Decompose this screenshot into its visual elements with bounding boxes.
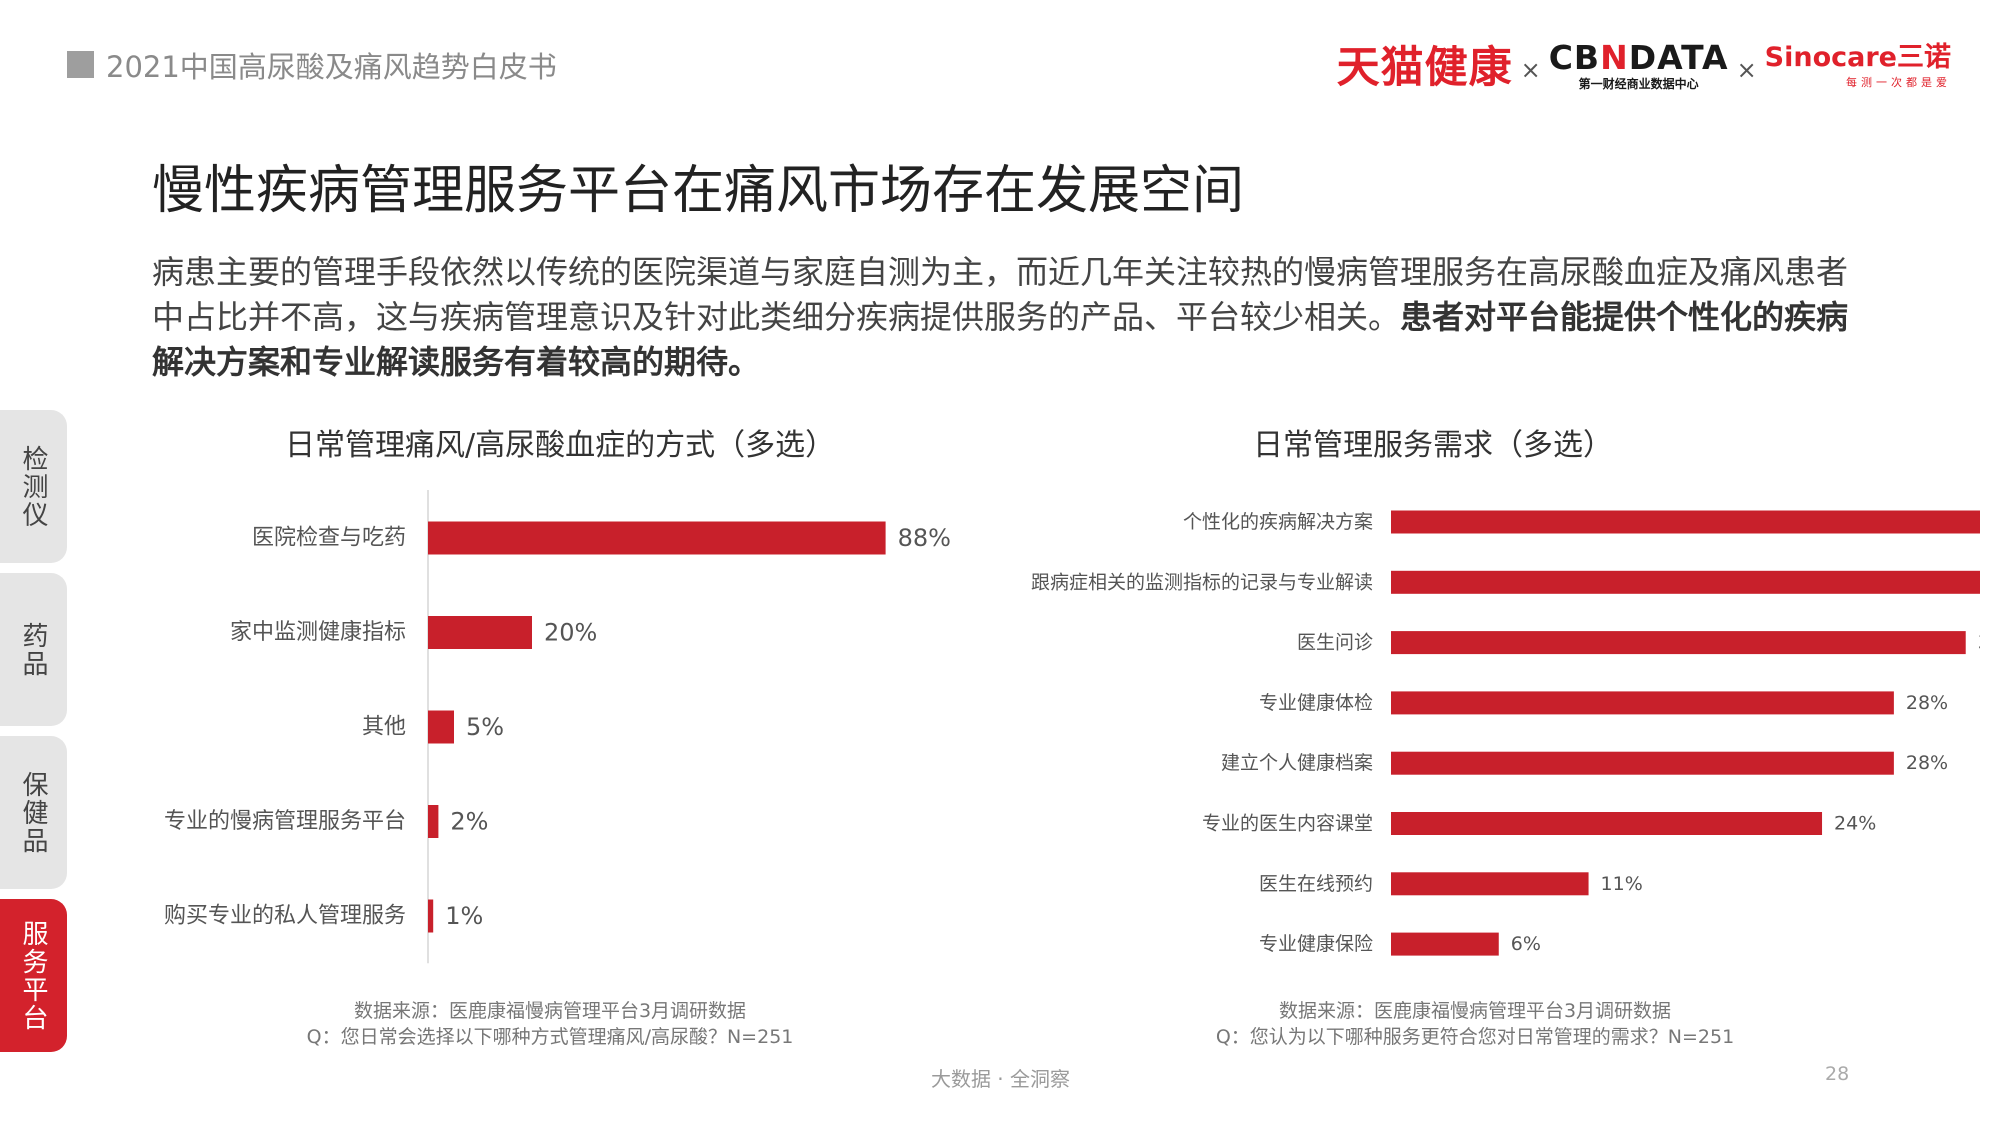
category-label: 家中监测健康指标 (230, 620, 406, 645)
chart1-title: 日常管理痛风/高尿酸血症的方式（多选） (285, 428, 836, 463)
bar (428, 710, 454, 744)
bar (428, 805, 439, 838)
value-label: 1% (445, 902, 483, 930)
page-number: 28 (1825, 1063, 1850, 1085)
category-label: 跟病症相关的监测指标的记录与专业解读 (1031, 571, 1373, 593)
intro-paragraph: 病患主要的管理手段依然以传统的医院渠道与家庭自测为主，而近几年关注较热的慢病管理… (152, 250, 1852, 385)
value-label: 24% (1834, 813, 1876, 835)
value-label: 20% (544, 619, 597, 647)
chart2-title: 日常管理服务需求（多选） (1253, 428, 1613, 463)
chart2-service-demand: 个性化的疾病解决方案46%跟病症相关的监测指标的记录与专业解读36%医生问诊32… (1031, 510, 1980, 956)
partner-logos: 天猫健康 × CBNDATA 第一财经商业数据中心 × Sinocare三诺 每… (1337, 40, 1951, 100)
intro-highlight: 患者对平台能提供个性化的疾病解决方案和专业解读服务有着较高的期待。 (152, 298, 1849, 381)
tmall-health-logo: 天猫健康 (1336, 43, 1513, 93)
category-label: 建立个人健康档案 (1221, 752, 1373, 774)
logo-separator: × (1520, 56, 1541, 84)
side-tab-detector[interactable]: 检测仪 (0, 410, 67, 563)
bar (1391, 812, 1823, 835)
category-label: 其他 (362, 715, 406, 740)
side-tab-supplements[interactable]: 保健品 (0, 736, 67, 889)
value-label: 5% (466, 713, 504, 741)
bar (1391, 872, 1589, 896)
chart2-source: 数据来源：医鹿康福慢病管理平台3月调研数据 Q：您认为以下哪种服务更符合您对日常… (1215, 1000, 1735, 1048)
value-label: 88% (898, 524, 951, 552)
slide-title: 慢性疾病管理服务平台在痛风市场存在发展空间 (152, 161, 1245, 221)
bar (428, 899, 434, 933)
category-label: 专业的慢病管理服务平台 (164, 809, 406, 834)
bar (428, 616, 532, 649)
bar (1391, 691, 1894, 715)
value-label: 6% (1511, 933, 1541, 955)
bar (1391, 631, 1966, 655)
intro-text: 病患主要的管理手段依然以传统的医院渠道与家庭自测为主，而近几年关注较热的慢病管理… (152, 253, 1849, 336)
sinocare-logo: Sinocare三诺 每测一次都是爱 (1764, 42, 1951, 89)
side-tab-service-platform[interactable]: 服务平台 (0, 899, 67, 1052)
bar (1391, 570, 1980, 594)
category-label: 专业健康体检 (1259, 692, 1373, 714)
category-label: 医生在线预约 (1259, 873, 1373, 895)
category-label: 专业健康保险 (1259, 933, 1373, 955)
category-label: 医院检查与吃药 (252, 526, 406, 551)
bar (428, 521, 886, 555)
header-square-icon (67, 51, 94, 78)
report-title: 2021中国高尿酸及痛风趋势白皮书 (106, 50, 557, 84)
bar (1391, 510, 1980, 534)
bar (1391, 751, 1894, 775)
value-label: 28% (1906, 692, 1948, 714)
value-label: 11% (1601, 873, 1643, 895)
bar (1391, 932, 1499, 956)
chart1-management-methods: 医院检查与吃药 88% 家中监测健康指标 20% 其他 5% 专业的慢病管理服务平台 2% 购买… (164, 490, 951, 964)
category-label: 专业的医生内容课堂 (1202, 813, 1373, 835)
category-label: 购买专业的私人管理服务 (164, 904, 406, 929)
side-tab-medicine[interactable]: 药品 (0, 573, 67, 726)
category-label: 个性化的疾病解决方案 (1183, 511, 1373, 533)
value-label: 28% (1906, 752, 1948, 774)
cbndata-logo: CBNDATA 第一财经商业数据中心 (1548, 38, 1729, 92)
logo-separator: × (1736, 56, 1757, 84)
chart1-source: 数据来源：医鹿康福慢病管理平台3月调研数据 Q：您日常会选择以下哪种方式管理痛风… (306, 1000, 794, 1048)
value-label: 32% (1978, 632, 1980, 654)
category-label: 医生问诊 (1297, 632, 1373, 654)
value-label: 2% (450, 808, 488, 836)
footer-tagline: 大数据 · 全洞察 (930, 1067, 1071, 1091)
